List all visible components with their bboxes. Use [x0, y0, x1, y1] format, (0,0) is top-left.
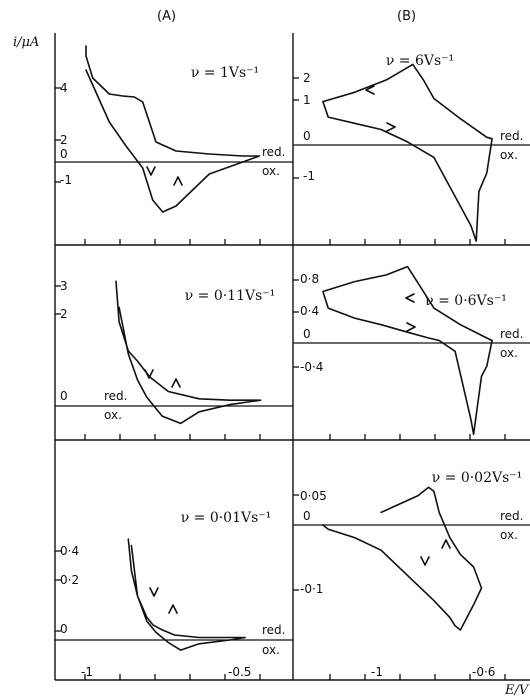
- sweep-arrow: [441, 539, 451, 549]
- x-axis-label: E/V: [504, 683, 530, 697]
- panel-a1-y-tick-1: 4: [60, 81, 68, 95]
- sweep-arrow: [386, 122, 396, 132]
- panel-b2-red-label: red.: [500, 327, 523, 341]
- panel-a3-title: ν = 0·01Vs⁻¹: [181, 510, 272, 526]
- panel-b2-y-tick-1: 0·8: [300, 272, 319, 286]
- panel-b1-ox-label: ox.: [500, 148, 518, 162]
- sweep-arrow: [171, 378, 181, 388]
- x-tick-label-a-1: -1: [81, 665, 93, 679]
- panel-b2-y-tick-3: 0: [303, 327, 311, 341]
- panel-a3-y-tick-1: 0·4: [60, 544, 79, 558]
- sweep-arrow: [146, 166, 156, 176]
- sweep-arrow: [168, 604, 178, 614]
- panel-a1-title: ν = 1Vs⁻¹: [191, 65, 259, 81]
- panel-a3-ox-label: ox.: [262, 643, 280, 657]
- panel-b2-ox-label: ox.: [500, 346, 518, 360]
- sweep-arrow: [406, 322, 416, 332]
- separator-ticks: [55, 77, 506, 680]
- x-tick-label-b-2: -0·6: [472, 665, 495, 679]
- sweep-arrow: [144, 369, 154, 379]
- panel-b3-title: ν = 0·02Vs⁻¹: [432, 470, 523, 486]
- sweep-arrows: [144, 85, 451, 614]
- panel-a2-y-tick-3: 0: [60, 389, 68, 403]
- panel-b3-voltammogram: [322, 486, 483, 631]
- panel-a2-voltammogram: [115, 280, 262, 425]
- panel-b3-y-tick-1: 0·05: [300, 489, 327, 503]
- panel-a1-y-tick-4: -1: [60, 173, 72, 187]
- panel-b2-y-tick-2: 0·4: [300, 304, 319, 318]
- panel-a2-y-tick-1: 3: [60, 279, 68, 293]
- panel-a1-red-label: red.: [262, 145, 285, 159]
- col-label-a: (A): [157, 9, 176, 24]
- panel-a3-y-tick-3: 0: [60, 622, 68, 636]
- panel-a2-title: ν = 0·11Vs⁻¹: [185, 288, 276, 304]
- panel-a2-red-label: red.: [104, 389, 127, 403]
- sweep-arrow: [365, 85, 375, 95]
- panel-a1-y-tick-3: 0: [60, 147, 68, 161]
- sweep-arrow: [149, 587, 159, 597]
- panel-a1-y-tick-2: 2: [60, 133, 68, 147]
- x-tick-label-b-1: -1: [371, 665, 383, 679]
- panel-a2-y-tick-2: 2: [60, 307, 68, 321]
- x-tick-label-a-2: -0.5: [228, 665, 251, 679]
- panel-b3-y-tick-2: 0: [303, 509, 311, 523]
- panel-a3-y-tick-2: 0·2: [60, 573, 79, 587]
- panel-a3-voltammogram: [127, 538, 246, 651]
- sweep-arrow: [173, 176, 183, 186]
- panel-b2-voltammogram: [322, 265, 493, 436]
- panel-b1-y-tick-4: -1: [303, 169, 315, 183]
- panel-b1-title: ν = 6Vs⁻¹: [386, 53, 454, 69]
- sweep-arrow: [420, 556, 430, 566]
- panel-b1-red-label: red.: [500, 129, 523, 143]
- panel-b2-title: ν = 0·6Vs⁻¹: [425, 293, 507, 309]
- panel-a1-voltammogram: [85, 45, 261, 213]
- col-label-b: (B): [397, 9, 416, 24]
- panel-b1-y-tick-1: 2: [303, 71, 311, 85]
- panel-b2-y-tick-4: -0·4: [300, 360, 323, 374]
- panel-a2-ox-label: ox.: [104, 408, 122, 422]
- panel-b3-ox-label: ox.: [500, 528, 518, 542]
- panel-b1-voltammogram: [322, 63, 493, 242]
- sweep-arrow: [405, 293, 415, 303]
- panel-b3-red-label: red.: [500, 509, 523, 523]
- y-axis-label: i/μA: [13, 35, 39, 50]
- panel-b1-y-tick-3: 0: [303, 129, 311, 143]
- panel-a3-red-label: red.: [262, 623, 285, 637]
- panel-b3-y-tick-3: -0·1: [300, 582, 323, 596]
- panel-b1-y-tick-2: 1: [303, 93, 311, 107]
- panel-a1-ox-label: ox.: [262, 164, 280, 178]
